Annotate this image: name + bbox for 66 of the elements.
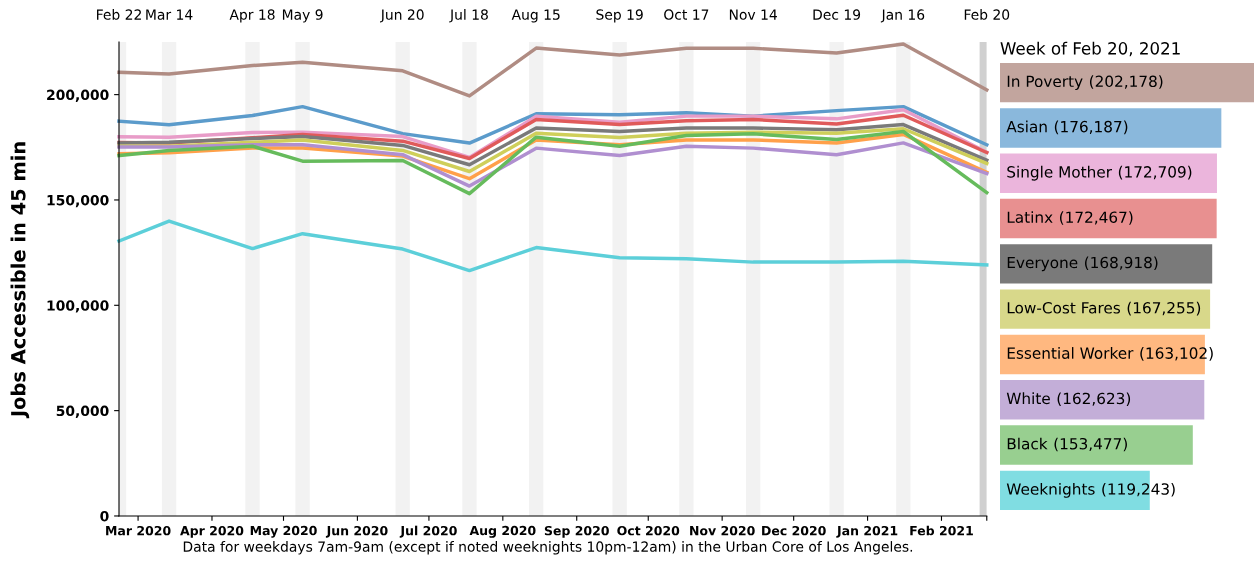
category-label: Weeknights [1006, 482, 1095, 498]
data-label: (172,709) [1118, 165, 1192, 180]
category-label: Latinx [1007, 211, 1053, 223]
x2-tick-label: Jun 20 [380, 9, 424, 23]
data-label: (162,623) [1057, 392, 1131, 406]
x2-tick-label: Aug 15 [511, 9, 560, 23]
data-label: (168,918) [1085, 256, 1158, 271]
category-label: Single Mother [1007, 165, 1112, 181]
x-tick-label: Aug 2020 [469, 525, 536, 538]
line-series [117, 42, 989, 98]
line-series [117, 122, 989, 167]
x2-tick-label: Jul 18 [449, 9, 488, 23]
chart-title: Week of Feb 20, 2021 [1000, 41, 1180, 57]
x2-tick-label: Nov 14 [729, 9, 777, 20]
line-series [117, 219, 989, 273]
x-tick-label: Mar 2020 [106, 525, 171, 536]
data-label: (172,467) [1059, 211, 1133, 225]
bar [999, 244, 1213, 284]
x2-tick-label: Mar 14 [146, 9, 193, 20]
y-tick-label: 0 [100, 510, 109, 522]
x2-tick-label: Sep 19 [596, 9, 643, 23]
x-tick-label: Jun 2020 [325, 525, 388, 538]
x2-tick-label: Dec 19 [813, 9, 861, 20]
category-label: In Poverty [1007, 75, 1083, 91]
y-tick-label: 100,000 [47, 300, 109, 313]
category-label: Low-Cost Fares [1007, 302, 1121, 314]
bar [999, 108, 1222, 148]
x-tick-label: Jul 2020 [399, 525, 457, 538]
bar [999, 153, 1217, 193]
bar [999, 380, 1205, 420]
line-series [117, 129, 989, 196]
y-tick-label: 50,000 [56, 405, 109, 418]
x-tick-label: Feb 2021 [910, 525, 973, 536]
x-tick-label: Nov 2020 [690, 525, 755, 536]
x2-tick-label: Feb 20 [964, 9, 1010, 20]
data-label: (153,477) [1054, 437, 1127, 452]
x-tick-label: Jan 2021 [836, 525, 898, 538]
x2-tick-label: Feb 22 [97, 9, 141, 20]
data-label: (163,102) [1140, 347, 1213, 361]
line-series [117, 104, 989, 147]
bar [999, 425, 1193, 465]
category-label: Everyone [1007, 256, 1078, 272]
y-axis-title: Jobs Accessible in 45 min [10, 142, 30, 419]
data-label: (176,187) [1054, 120, 1128, 135]
x-tick-label: Oct 2020 [617, 525, 680, 536]
x-tick-label: Apr 2020 [180, 525, 244, 538]
y-tick-label: 150,000 [47, 194, 109, 208]
x-tick-label: Dec 2020 [762, 525, 826, 536]
category-label: Asian [1006, 120, 1047, 133]
bar [999, 289, 1211, 329]
x2-tick-label: Apr 18 [229, 9, 275, 23]
line-series [117, 141, 989, 188]
x-tick-label: May 2020 [250, 525, 317, 538]
x2-tick-label: Oct 17 [664, 9, 709, 20]
x2-tick-label: May 9 [282, 9, 323, 23]
category-label: White [1006, 392, 1050, 405]
category-label: Essential Worker [1007, 347, 1134, 359]
text: Data for weekdays 7am-9am (except if noted weeknights 10pm-12am) in the Urban Core of Los Angeles. [183, 541, 913, 555]
category-label: Black [1007, 437, 1048, 450]
data-label: (202,178) [1089, 75, 1163, 89]
data-label: (167,255) [1127, 301, 1201, 316]
bar [999, 198, 1217, 239]
y-tick-label: 200,000 [47, 89, 109, 102]
x2-tick-label: Jan 16 [880, 9, 925, 23]
bar [999, 62, 1254, 103]
x-tick-label: Sep 2020 [544, 525, 609, 538]
